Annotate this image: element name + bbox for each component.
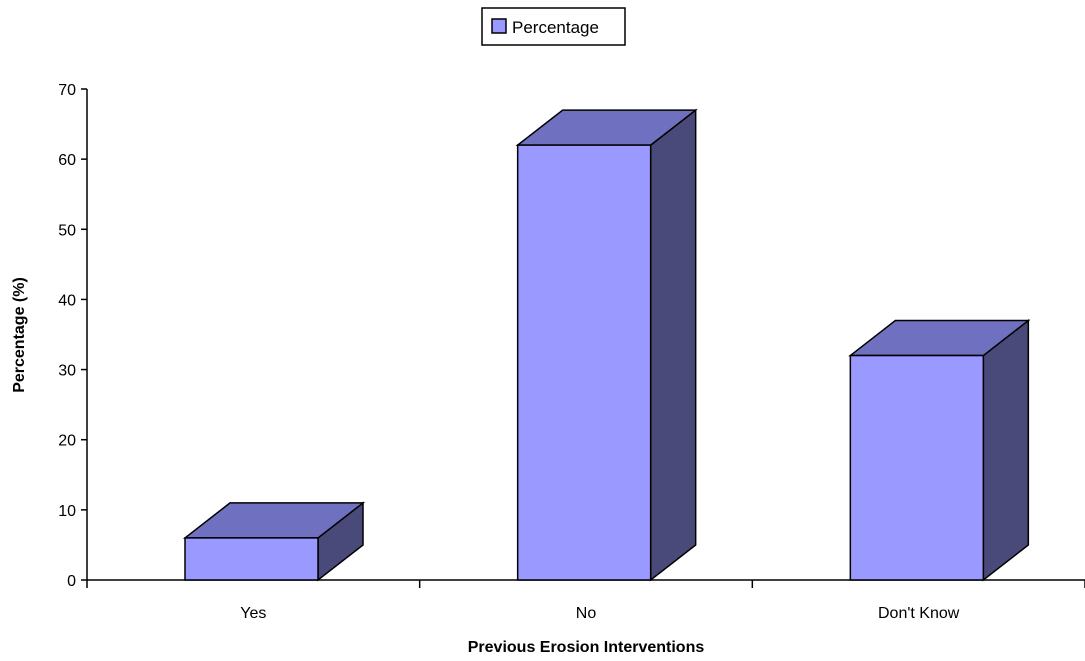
bar-yes [182,501,366,582]
y-tick-label: 50 [58,222,76,239]
y-tick-label: 40 [58,292,76,309]
bar-side-face [982,319,1030,582]
tick-labels: 0 10 20 30 40 50 60 70 Yes No Don't Know [58,82,960,622]
bars [182,108,1031,582]
y-tick-label: 0 [67,573,76,590]
x-axis-title: Previous Erosion Interventions [468,639,705,656]
y-tick-label: 70 [58,82,76,99]
legend-swatch [491,18,507,34]
bar-front-face [849,354,985,581]
bar-front-face [184,537,319,581]
x-tick-label: No [576,605,597,622]
bar-no [515,108,698,582]
x-tick-label: Yes [240,605,266,622]
x-tick-label: Don't Know [878,605,960,622]
bar-side-face [649,108,697,582]
y-tick-label: 20 [58,433,76,450]
y-tick-label: 30 [58,363,76,380]
legend-label: Percentage [512,18,599,37]
y-tick-label: 10 [58,503,76,520]
y-tick-label: 60 [58,152,76,169]
y-axis-title: Percentage (%) [11,277,28,393]
bar-front-face [516,144,652,581]
legend: Percentage [481,7,626,46]
bar-don-t-know [848,319,1031,582]
